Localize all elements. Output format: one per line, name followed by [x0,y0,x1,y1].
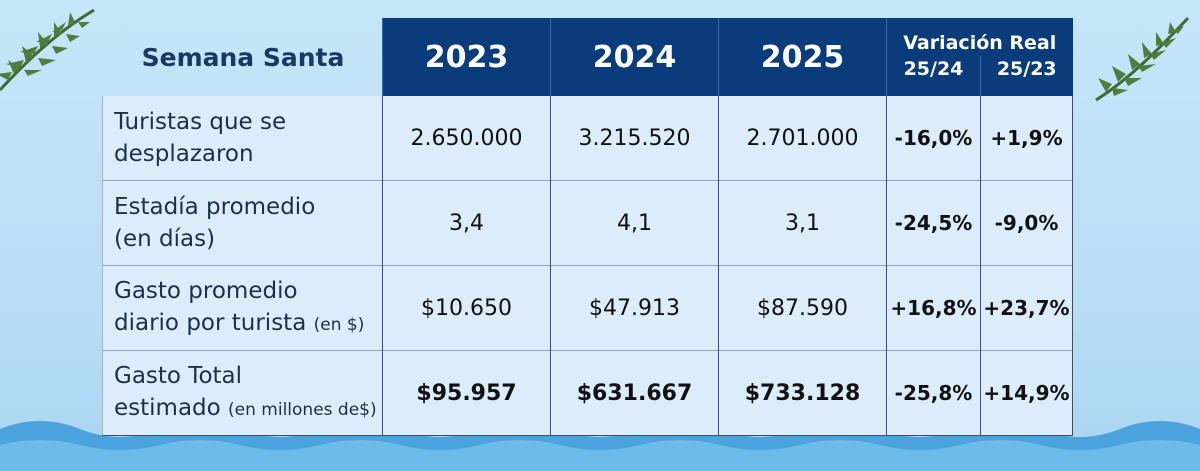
row-label: Estadía promedio (en días) [102,180,383,266]
data-table: 2023 2024 2025 Variación Real 25/24 25/2… [102,18,1073,436]
variation-cell: -16,0% [886,96,981,181]
value-cell: 2.701.000 [718,96,887,181]
variation-subheader: 25/24 [886,56,981,96]
value-cell: $47.913 [550,265,719,351]
variation-cell: +14,9% [980,350,1073,436]
value-cell: 3,1 [718,180,887,266]
year-header: 2025 [718,18,887,96]
year-header: 2023 [382,18,551,96]
year-header: 2024 [550,18,719,96]
value-cell: $95.957 [382,350,551,436]
variation-cell: +23,7% [980,265,1073,351]
table-row: Turistas que se desplazaron 2.650.000 3.2… [102,96,1073,181]
value-cell: $631.667 [550,350,719,436]
table-row: Estadía promedio (en días) 3,4 4,1 3,1 -2… [102,180,1073,266]
value-cell: $733.128 [718,350,887,436]
palm-leaf-icon [1095,16,1190,102]
value-cell: 3.215.520 [550,96,719,181]
variation-cell: -25,8% [886,350,981,436]
value-cell: 3,4 [382,180,551,266]
table-title: Semana Santa [141,42,345,72]
value-cell: $10.650 [382,265,551,351]
row-label: Gasto promedio diario por turista (en $) [102,265,383,351]
table-row: Gasto Total estimado (en millones de$) $9… [102,350,1073,436]
value-cell: 2.650.000 [382,96,551,181]
variation-cell: +16,8% [886,265,981,351]
variation-cell: -9,0% [980,180,1073,266]
variation-subheader: 25/23 [980,56,1073,96]
variation-header: Variación Real [886,18,1073,56]
value-cell: $87.590 [718,265,887,351]
palm-leaf-icon [0,8,95,92]
row-label: Gasto Total estimado (en millones de$) [102,350,383,436]
variation-cell: +1,9% [980,96,1073,181]
row-label: Turistas que se desplazaron [102,96,383,181]
variation-cell: -24,5% [886,180,981,266]
table-row: Gasto promedio diario por turista (en $) … [102,265,1073,351]
waves-decoration [0,421,1200,471]
value-cell: 4,1 [550,180,719,266]
